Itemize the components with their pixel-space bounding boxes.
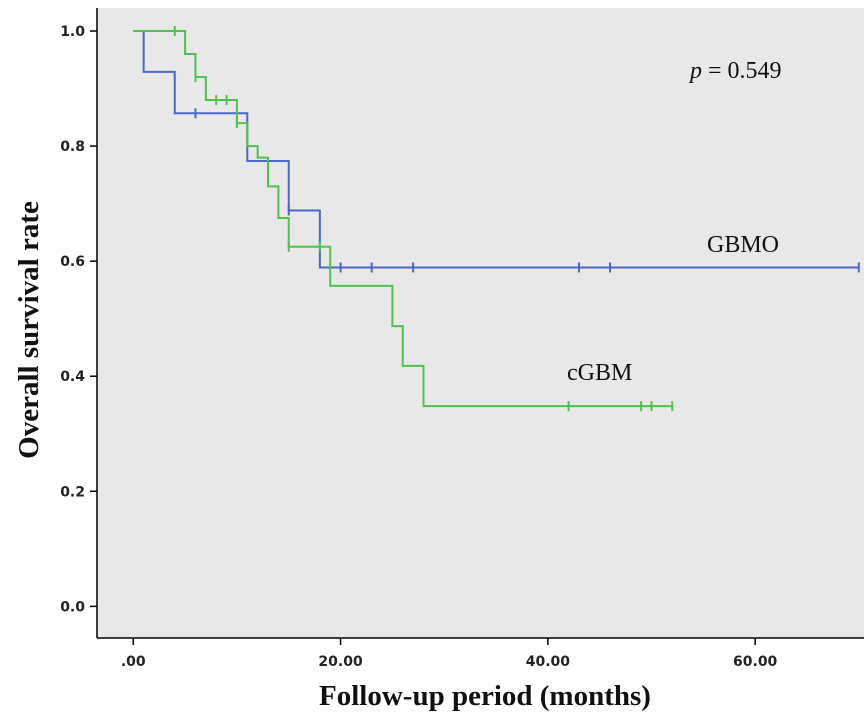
x-tick-label: .00 bbox=[121, 654, 146, 670]
series-label-gbmo: GBMO bbox=[707, 232, 779, 258]
y-axis-title: Overall survival rate bbox=[13, 201, 45, 459]
y-tick-label: 0.8 bbox=[60, 139, 85, 155]
plot-background bbox=[97, 8, 864, 638]
y-tick-label: 0.6 bbox=[60, 254, 85, 270]
y-tick-label: 0.2 bbox=[60, 484, 85, 500]
series-line-cgbm bbox=[133, 30, 673, 408]
series-layer bbox=[133, 26, 860, 412]
p-symbol: p bbox=[688, 58, 702, 84]
series-label-cgbm: cGBM bbox=[567, 360, 632, 386]
x-axis-ticks: .00 20.00 40.00 60.00 bbox=[121, 638, 778, 670]
series-line-gbmo bbox=[133, 30, 859, 269]
y-tick-label: 0.4 bbox=[60, 369, 85, 385]
p-value-annotation: p = 0.549 bbox=[688, 58, 782, 84]
x-tick-label: 60.00 bbox=[733, 654, 778, 670]
y-axis-ticks: 0.0 0.2 0.4 0.6 0.8 1.0 bbox=[60, 24, 97, 615]
x-tick-label: 20.00 bbox=[318, 654, 363, 670]
x-tick-label: 40.00 bbox=[526, 654, 571, 670]
y-tick-label: 1.0 bbox=[60, 24, 85, 40]
y-tick-label: 0.0 bbox=[60, 599, 85, 615]
p-value-text: = 0.549 bbox=[702, 58, 782, 84]
x-axis-title: Follow-up period (months) bbox=[319, 680, 651, 712]
